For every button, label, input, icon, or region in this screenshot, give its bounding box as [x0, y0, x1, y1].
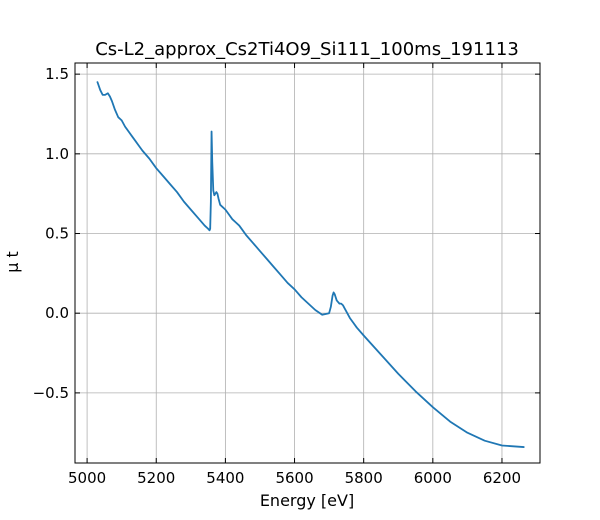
chart-title: Cs-L2_approx_Cs2Ti4O9_Si111_100ms_191113 — [95, 39, 519, 60]
y-tick-label: 0.0 — [45, 304, 69, 322]
tick-labels: 5000 5200 5400 5600 5800 6000 6200 −0.5 0.0 0.5 1.… — [33, 65, 522, 487]
x-tick-label: 5200 — [137, 469, 175, 487]
x-tick-label: 5400 — [206, 469, 244, 487]
series-line — [96, 81, 525, 448]
x-tick-label: 6000 — [414, 469, 452, 487]
y-tick-label: 1.5 — [45, 65, 69, 83]
y-axis-label: μ t — [3, 251, 22, 273]
x-tick-label: 5800 — [345, 469, 383, 487]
y-tick-label: 0.5 — [45, 225, 69, 243]
grid — [75, 63, 540, 463]
plot-frame — [74, 62, 541, 464]
x-tick-label: 5600 — [275, 469, 313, 487]
x-tick-label: 5000 — [68, 469, 106, 487]
x-axis-label: Energy [eV] — [260, 491, 354, 510]
ticks — [75, 63, 540, 463]
y-tick-label: 1.0 — [45, 145, 69, 163]
y-tick-label: −0.5 — [33, 384, 69, 402]
x-tick-label: 6200 — [483, 469, 521, 487]
